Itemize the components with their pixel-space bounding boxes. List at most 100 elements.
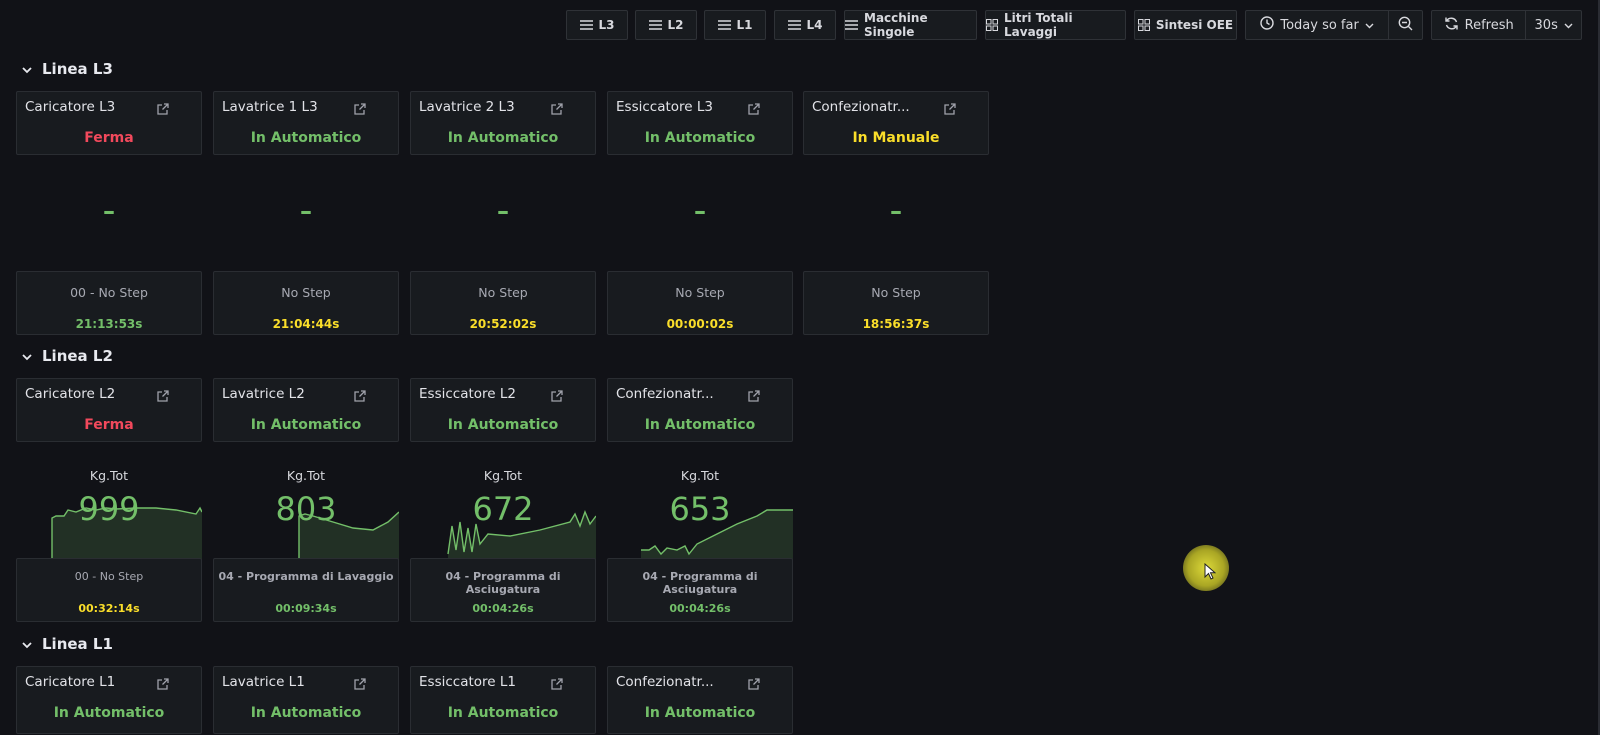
refresh-picker: Refresh 30s <box>1431 10 1582 40</box>
refresh-icon <box>1444 16 1459 35</box>
kg-value: 999 <box>78 490 140 528</box>
external-link-icon[interactable] <box>551 100 563 119</box>
dashboard-toolbar: L3 L2 L1 L4 Macchine Singole Litri Total… <box>0 9 1600 41</box>
external-link-icon[interactable] <box>157 387 169 406</box>
clock-icon <box>1260 16 1275 34</box>
kg-value: 653 <box>669 490 731 528</box>
step-name: No Step <box>478 285 528 300</box>
external-link-icon[interactable] <box>748 387 760 406</box>
step-name: 04 - Programma di Asciugatura <box>642 570 758 596</box>
panel-confezionatrice-l2[interactable]: Confezionatr... In Automatico <box>607 378 793 442</box>
separator <box>1388 11 1390 39</box>
panel-title: Confezionatr... <box>616 386 714 402</box>
row-header-linea-l1[interactable]: Linea L1 <box>22 634 113 654</box>
panel-title: Confezionatr... <box>616 674 714 690</box>
chevron-down-icon <box>22 60 32 78</box>
external-link-icon[interactable] <box>551 675 563 694</box>
panel-essiccatore-l2[interactable]: Essiccatore L2 In Automatico <box>410 378 596 442</box>
sparkline <box>51 506 202 560</box>
kg-stat-lavatrice-l2[interactable]: Kg.Tot 803 <box>213 464 399 560</box>
panel-title: Lavatrice L1 <box>222 674 305 690</box>
kg-value: 672 <box>472 490 534 528</box>
chevron-down-icon <box>1365 18 1374 33</box>
value-placeholder: – <box>497 197 509 225</box>
step-panel-lavatrice-l2[interactable]: 04 - Programma di Lavaggio 00:09:34s <box>213 558 399 622</box>
panel-caricatore-l3[interactable]: Caricatore L3 Ferma <box>16 91 202 155</box>
step-time: 00:00:02s <box>666 317 734 331</box>
panel-lavatrice-1-l3[interactable]: Lavatrice 1 L3 In Automatico <box>213 91 399 155</box>
link-button-label: Sintesi OEE <box>1155 18 1234 32</box>
step-panel-lavatrice-2-l3[interactable]: No Step 20:52:02s <box>410 271 596 335</box>
external-link-icon[interactable] <box>354 675 366 694</box>
panel-title: Caricatore L3 <box>25 99 116 115</box>
step-panel-essiccatore-l2[interactable]: 04 - Programma di Asciugatura 00:04:26s <box>410 558 596 622</box>
row-title: Linea L1 <box>42 635 113 653</box>
row-header-linea-l3[interactable]: Linea L3 <box>22 59 113 79</box>
value-placeholder: – <box>103 197 115 225</box>
kg-stat-confezionatrice-l2[interactable]: Kg.Tot 653 <box>607 464 793 560</box>
panel-lavatrice-l2[interactable]: Lavatrice L2 In Automatico <box>213 378 399 442</box>
external-link-icon[interactable] <box>354 100 366 119</box>
external-link-icon[interactable] <box>157 675 169 694</box>
time-range-picker: Today so far <box>1245 10 1423 40</box>
list-icon <box>787 20 801 30</box>
refresh-button[interactable]: Refresh <box>1432 11 1525 39</box>
sparkline <box>641 509 793 560</box>
link-button-litri-totali-lavaggi[interactable]: Litri Totali Lavaggi <box>985 10 1126 40</box>
link-button-label: L4 <box>806 18 823 32</box>
panel-essiccatore-l1[interactable]: Essiccatore L1 In Automatico <box>410 666 596 734</box>
panel-caricatore-l1[interactable]: Caricatore L1 In Automatico <box>16 666 202 734</box>
kg-stat-caricatore-l2[interactable]: Kg.Tot 999 <box>16 464 202 560</box>
refresh-interval-dropdown[interactable]: 30s <box>1526 11 1581 39</box>
panel-title: Caricatore L1 <box>25 674 116 690</box>
zoom-out-button[interactable] <box>1389 11 1422 39</box>
step-panel-lavatrice-1-l3[interactable]: No Step 21:04:44s <box>213 271 399 335</box>
panel-status: In Automatico <box>644 417 756 433</box>
panel-confezionatrice-l1[interactable]: Confezionatr... In Automatico <box>607 666 793 734</box>
step-name: No Step <box>871 285 921 300</box>
link-button-l4[interactable]: L4 <box>774 10 836 40</box>
panel-title: Lavatrice 1 L3 <box>222 99 318 115</box>
external-link-icon[interactable] <box>748 675 760 694</box>
panel-lavatrice-l1[interactable]: Lavatrice L1 In Automatico <box>213 666 399 734</box>
step-panel-essiccatore-l3[interactable]: No Step 00:00:02s <box>607 271 793 335</box>
panel-lavatrice-2-l3[interactable]: Lavatrice 2 L3 In Automatico <box>410 91 596 155</box>
panel-confezionatrice-l3[interactable]: Confezionatr... In Manuale <box>803 91 989 155</box>
panel-title: Caricatore L2 <box>25 386 116 402</box>
kg-stat-essiccatore-l2[interactable]: Kg.Tot 672 <box>410 464 596 560</box>
step-panel-confezionatrice-l3[interactable]: No Step 18:56:37s <box>803 271 989 335</box>
link-button-l2[interactable]: L2 <box>635 10 697 40</box>
panel-caricatore-l2[interactable]: Caricatore L2 Ferma <box>16 378 202 442</box>
panel-title: Essiccatore L3 <box>616 99 713 115</box>
link-button-label: L1 <box>736 18 753 32</box>
link-button-sintesi-oee[interactable]: Sintesi OEE <box>1134 10 1237 40</box>
step-time: 18:56:37s <box>862 317 930 331</box>
external-link-icon[interactable] <box>157 100 169 119</box>
panel-status: In Manuale <box>852 130 940 146</box>
external-link-icon[interactable] <box>944 100 956 119</box>
panel-title: Essiccatore L2 <box>419 386 516 402</box>
row-header-linea-l2[interactable]: Linea L2 <box>22 346 113 366</box>
link-button-label: Litri Totali Lavaggi <box>1004 11 1073 39</box>
step-panel-caricatore-l3[interactable]: 00 - No Step 21:13:53s <box>16 271 202 335</box>
kg-value: 803 <box>275 490 337 528</box>
external-link-icon[interactable] <box>748 100 760 119</box>
time-range-button[interactable]: Today so far <box>1246 11 1388 39</box>
step-panel-caricatore-l2[interactable]: 00 - No Step 00:32:14s <box>16 558 202 622</box>
external-link-icon[interactable] <box>551 387 563 406</box>
list-icon <box>717 20 731 30</box>
value-placeholder: – <box>694 197 706 225</box>
chevron-down-icon <box>22 635 32 653</box>
refresh-interval-label: 30s <box>1534 17 1558 33</box>
link-button-l3[interactable]: L3 <box>566 10 628 40</box>
panel-title: Lavatrice L2 <box>222 386 305 402</box>
panel-status: Ferma <box>84 130 134 146</box>
link-button-l1[interactable]: L1 <box>704 10 766 40</box>
kg-label: Kg.Tot <box>680 468 720 483</box>
step-panel-confezionatrice-l2[interactable]: 04 - Programma di Asciugatura 00:04:26s <box>607 558 793 622</box>
link-button-macchine-singole[interactable]: Macchine Singole <box>844 10 977 40</box>
external-link-icon[interactable] <box>354 387 366 406</box>
value-placeholder: – <box>300 197 312 225</box>
step-name: 04 - Programma di Asciugatura <box>445 570 561 596</box>
panel-essiccatore-l3[interactable]: Essiccatore L3 In Automatico <box>607 91 793 155</box>
